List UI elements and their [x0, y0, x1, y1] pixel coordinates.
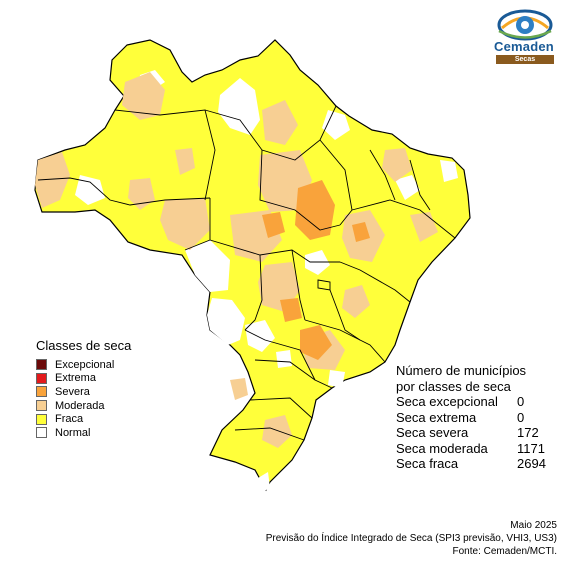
count-label: Seca severa [396, 425, 469, 440]
count-value: 172 [517, 425, 539, 440]
legend-label: Moderada [55, 399, 105, 412]
legend-item: Fraca [36, 412, 114, 426]
logo-subtitle: Secas [496, 55, 554, 64]
legend-item: Severa [36, 385, 114, 399]
count-value: 0 [517, 394, 525, 409]
legend-item: Excepcional [36, 358, 114, 372]
legend-swatch [36, 400, 47, 412]
count-label: Seca fraca [396, 456, 459, 471]
legend-swatch [36, 359, 47, 371]
count-label: Seca excepcional [396, 394, 498, 409]
count-row: Seca severa 172 [396, 425, 546, 441]
legend-swatch [36, 386, 47, 398]
footer-source: Fonte: Cemaden/MCTI. [452, 546, 557, 557]
count-row: Seca moderada 1171 [396, 441, 546, 457]
logo-name: Cemaden [494, 39, 554, 54]
legend-item: Extrema [36, 372, 114, 386]
legend-swatch [36, 372, 47, 384]
eye-logo-icon [497, 9, 553, 41]
legend-swatch [36, 427, 47, 439]
legend-item: Moderada [36, 399, 114, 413]
legend-label: Normal [55, 426, 91, 439]
count-row: Seca extrema 0 [396, 410, 546, 426]
legend-item: Normal [36, 426, 114, 440]
legend-title: Classes de seca [36, 338, 132, 353]
cemaden-logo [494, 6, 556, 64]
legend-label: Excepcional [55, 358, 115, 371]
footer: Maio 2025 Previsão do Índice Integrado d… [266, 519, 557, 558]
legend-label: Fraca [55, 413, 84, 426]
severa-areas [262, 180, 370, 360]
counts-title-line2: por classes de seca [396, 378, 511, 394]
legend-swatch [36, 413, 47, 425]
counts-title-line1: Número de municípios [396, 363, 527, 378]
count-row: Seca fraca 2694 [396, 456, 546, 472]
footer-date: Maio 2025 [510, 520, 557, 531]
count-value: 2694 [517, 456, 546, 471]
moderada-areas [35, 72, 438, 448]
count-value: 0 [517, 409, 525, 425]
count-row: Seca excepcional 0 [396, 394, 546, 410]
count-label: Seca extrema [396, 409, 477, 425]
municipality-counts: Número de municípios por classes de seca… [396, 363, 546, 472]
legend-label: Severa [55, 385, 90, 398]
footer-description: Previsão do Índice Integrado de Seca (SP… [265, 533, 557, 544]
state-borders [37, 105, 456, 441]
count-value: 1171 [517, 440, 545, 456]
legend-label: Extrema [55, 372, 96, 385]
normal-areas [75, 70, 458, 492]
count-label: Seca moderada [396, 440, 488, 456]
legend: Excepcional Extrema Severa Moderada Fraca Nor… [36, 358, 114, 440]
